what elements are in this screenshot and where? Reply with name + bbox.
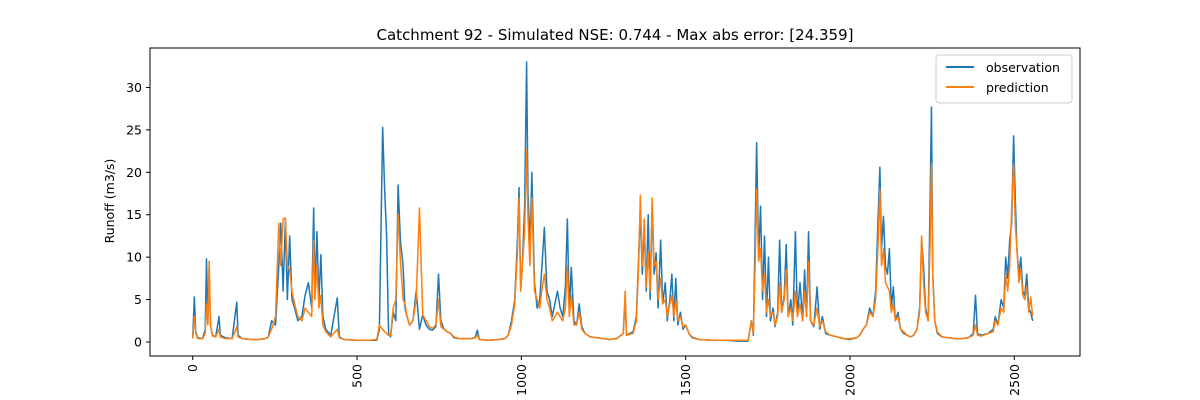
legend-label-prediction: prediction xyxy=(986,80,1049,95)
y-tick-label: 5 xyxy=(134,292,142,307)
legend-label-observation: observation xyxy=(986,60,1060,75)
x-tick-label: 1500 xyxy=(678,364,693,396)
y-tick-label: 30 xyxy=(126,80,142,95)
y-axis-label: Runoff (m3/s) xyxy=(102,159,117,244)
plot-frame xyxy=(149,47,1081,357)
y-tick-label: 15 xyxy=(126,207,142,222)
chart-title: Catchment 92 - Simulated NSE: 0.744 - Ma… xyxy=(377,26,854,44)
x-tick-label: 0 xyxy=(185,364,200,372)
x-tick-label: 1000 xyxy=(514,364,529,396)
y-tick-label: 0 xyxy=(134,335,142,350)
x-tick-label: 2000 xyxy=(842,364,857,396)
y-tick-label: 10 xyxy=(126,250,142,265)
series-line-prediction xyxy=(191,148,1034,342)
y-axis: 0 5 10 15 20 25 30 xyxy=(126,80,150,350)
x-axis: 0 500 1000 1500 2000 2500 xyxy=(185,356,1022,396)
x-tick-label: 500 xyxy=(350,364,365,388)
y-tick-label: 20 xyxy=(126,165,142,180)
y-tick-label: 25 xyxy=(126,122,142,137)
x-tick-label: 2500 xyxy=(1007,364,1022,396)
legend: observation prediction xyxy=(935,54,1073,104)
plot-lines xyxy=(191,61,1034,342)
